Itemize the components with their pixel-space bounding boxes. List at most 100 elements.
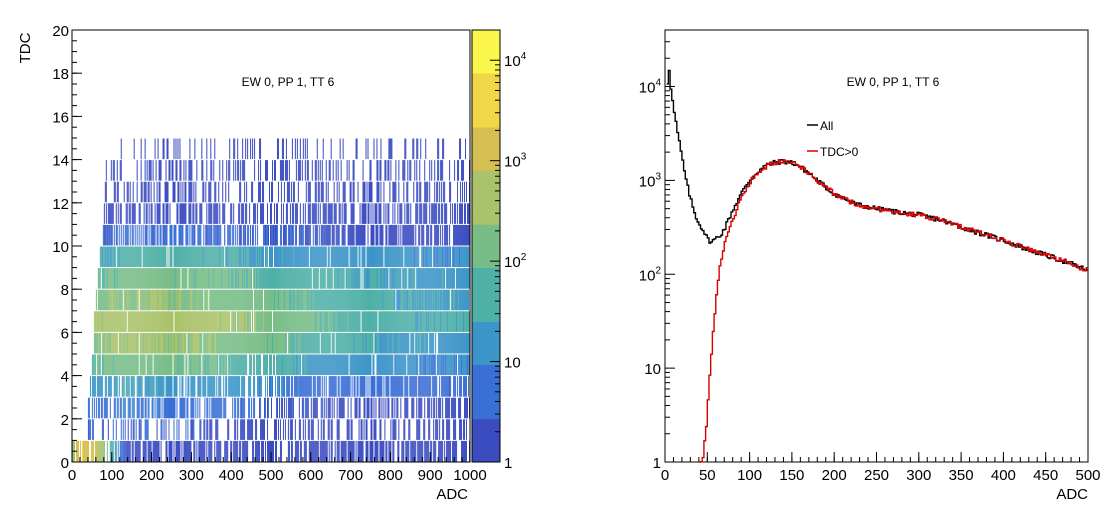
heatmap-cell xyxy=(321,354,323,376)
heatmap-cell xyxy=(255,224,257,246)
heatmap-cell xyxy=(317,160,319,181)
heatmap-cell xyxy=(146,160,148,181)
heatmap-cell xyxy=(302,268,304,289)
heatmap-cell xyxy=(144,268,146,289)
heatmap-cell xyxy=(381,376,383,397)
heatmap-cell xyxy=(388,354,390,376)
heatmap-cell xyxy=(280,397,282,419)
heatmap-cell xyxy=(465,311,467,332)
heatmap-cell xyxy=(272,332,274,354)
heatmap-cell xyxy=(273,268,275,289)
heatmap-cell xyxy=(365,354,367,376)
heatmap-cell xyxy=(231,289,233,311)
heatmap-cell xyxy=(310,332,312,354)
heatmap-cell xyxy=(123,440,125,462)
heatmap-cell xyxy=(334,376,336,397)
heatmap-cell xyxy=(344,289,346,311)
heatmap-cell xyxy=(350,354,352,376)
heatmap-cell xyxy=(437,268,439,289)
heatmap-cell xyxy=(166,332,168,354)
heatmap-cell xyxy=(221,246,223,268)
heatmap-cell xyxy=(412,289,414,311)
heatmap-cell xyxy=(275,203,277,224)
heatmap-cell xyxy=(223,289,225,311)
heatmap-cell xyxy=(171,268,173,289)
heatmap-cell xyxy=(383,311,385,332)
heatmap-cell xyxy=(429,246,431,268)
heatmap-cell xyxy=(448,354,450,376)
colorbar-segment xyxy=(472,127,500,139)
heatmap-cell xyxy=(214,289,216,311)
heatmap-cell xyxy=(291,397,293,419)
heatmap-cell xyxy=(195,181,197,203)
heatmap-cell xyxy=(213,224,215,246)
heatmap-cell xyxy=(292,397,294,419)
heatmap-cell xyxy=(259,440,261,462)
heatmap-cell xyxy=(430,376,432,397)
heatmap-cell xyxy=(392,419,394,440)
heatmap-cell xyxy=(370,224,372,246)
heatmap-cell xyxy=(238,246,240,268)
heatmap-cell xyxy=(204,332,206,354)
heatmap-cell xyxy=(411,289,413,311)
heatmap-cell xyxy=(228,289,230,311)
heatmap-cell xyxy=(145,203,147,224)
heatmap-cell xyxy=(242,311,244,332)
heatmap-cell xyxy=(259,138,261,160)
heatmap-cell xyxy=(341,203,343,224)
heatmap-cell xyxy=(319,268,321,289)
heatmap-cell xyxy=(97,440,99,462)
heatmap-cell xyxy=(159,160,161,181)
heatmap-cell xyxy=(372,376,374,397)
heatmap-cell xyxy=(185,203,187,224)
heatmap-cell xyxy=(198,376,200,397)
heatmap-cell xyxy=(421,224,423,246)
heatmap-cell xyxy=(140,268,142,289)
heatmap-cell xyxy=(384,332,386,354)
heatmap-cell xyxy=(381,246,383,268)
heatmap-cell xyxy=(213,246,215,268)
heatmap-cell xyxy=(196,440,198,462)
heatmap-cell xyxy=(174,246,176,268)
heatmap-cell xyxy=(278,397,280,419)
heatmap-cell xyxy=(156,376,158,397)
heatmap-cell xyxy=(242,203,244,224)
heatmap-cell xyxy=(351,440,353,462)
heatmap-cell xyxy=(213,160,215,181)
heatmap-cell xyxy=(134,332,136,354)
heatmap-cell xyxy=(102,246,104,268)
heatmap-cell xyxy=(217,203,219,224)
heatmap-cell xyxy=(294,203,296,224)
heatmap-cell xyxy=(459,289,461,311)
heatmap-cell xyxy=(181,289,183,311)
heatmap-cell xyxy=(412,376,414,397)
heatmap-cell xyxy=(430,224,432,246)
heatmap-cell xyxy=(322,203,324,224)
heatmap-cell xyxy=(323,268,325,289)
heatmap-cell xyxy=(147,181,149,203)
heatmap-cell xyxy=(385,332,387,354)
heatmap-cell xyxy=(351,203,353,224)
heatmap-cell xyxy=(306,268,308,289)
heatmap-cell xyxy=(98,354,100,376)
heatmap-cell xyxy=(322,440,324,462)
heatmap-cell xyxy=(166,289,168,311)
heatmap-cell xyxy=(266,268,268,289)
heatmap-cell xyxy=(340,397,342,419)
heatmap-cell xyxy=(262,268,264,289)
heatmap-cell xyxy=(174,224,176,246)
heatmap-cell xyxy=(205,181,207,203)
heatmap-y-tick-label: 14 xyxy=(52,153,69,170)
heatmap-cell xyxy=(206,397,208,419)
heatmap-cell xyxy=(467,246,469,268)
heatmap-cell xyxy=(308,289,310,311)
heatmap-cell xyxy=(364,203,366,224)
heatmap-cell xyxy=(223,311,225,332)
heatmap-cell xyxy=(307,246,309,268)
heatmap-cell xyxy=(241,354,243,376)
heatmap-cell xyxy=(97,332,99,354)
heatmap-cell xyxy=(302,224,304,246)
heatmap-cell xyxy=(434,289,436,311)
heatmap-cell xyxy=(441,311,443,332)
heatmap-cell xyxy=(165,181,167,203)
